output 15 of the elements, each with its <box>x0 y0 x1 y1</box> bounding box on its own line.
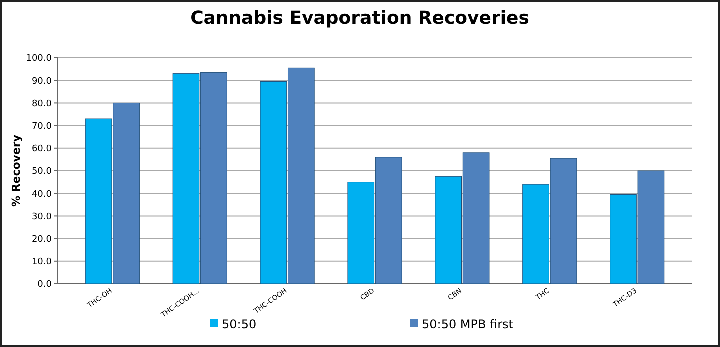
y-tick-label: 50.0 <box>32 167 52 178</box>
y-tick-label: 80.0 <box>32 99 52 110</box>
y-tick-label: 20.0 <box>32 234 52 245</box>
y-tick-label: 70.0 <box>32 122 52 132</box>
legend-label: 50:50 MPB first <box>422 318 514 332</box>
legend-label: 50:50 <box>222 318 257 332</box>
chart-title: Cannabis Evaporation Recoveries <box>190 8 530 29</box>
y-tick-label: 90.0 <box>32 76 52 87</box>
y-tick-label: 60.0 <box>32 144 52 155</box>
y-tick-label: 40.0 <box>32 190 52 200</box>
y-axis-title: % Recovery <box>10 134 23 208</box>
y-tick-label: 10.0 <box>32 258 52 268</box>
y-tick-label: 0.0 <box>38 280 52 290</box>
y-tick-label: 100.0 <box>26 54 52 64</box>
y-tick-label: 30.0 <box>32 212 52 222</box>
